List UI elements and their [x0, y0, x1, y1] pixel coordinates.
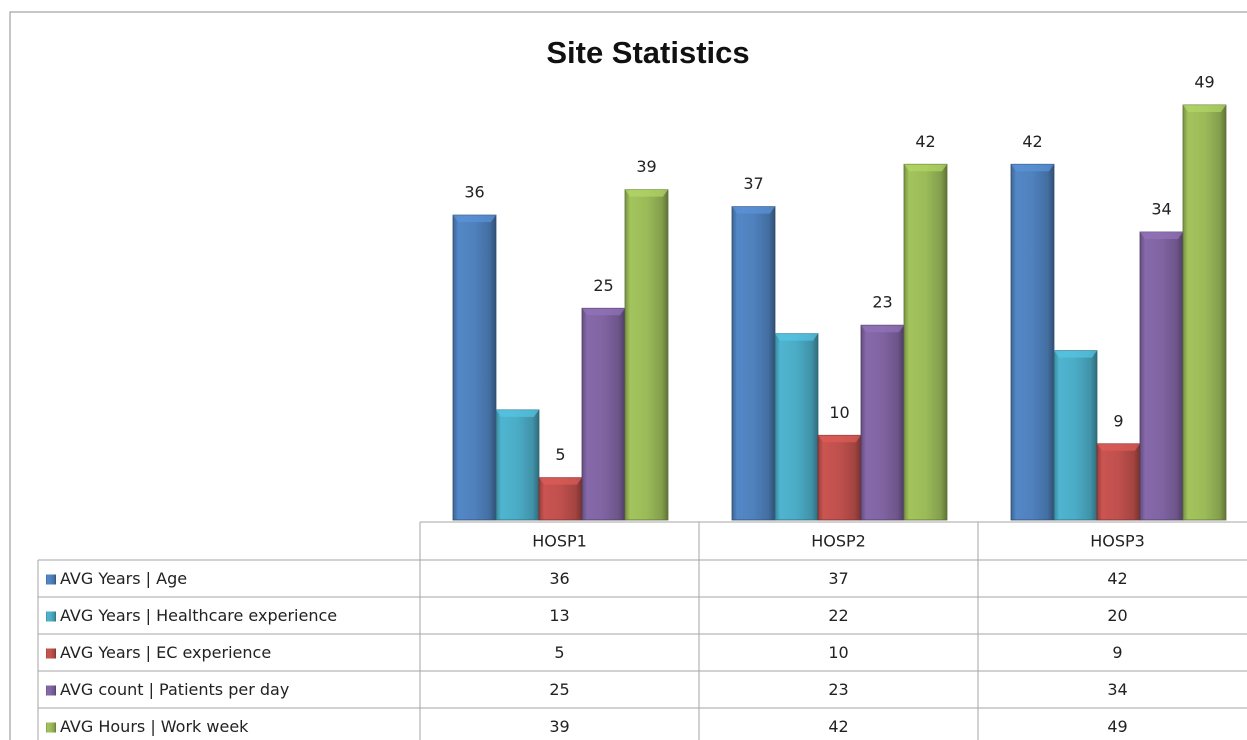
bar-bevel: [582, 308, 625, 316]
bar-bevel: [1140, 232, 1183, 240]
table-cell: 39: [549, 717, 569, 736]
bar-bevel: [732, 206, 775, 214]
legend-swatch: [46, 722, 56, 733]
bar-bevel: [539, 477, 582, 485]
bar: [731, 206, 776, 521]
legend-label: AVG count | Patients per day: [60, 680, 289, 699]
bar: [1139, 231, 1184, 521]
bar-bevel: [625, 189, 668, 197]
legend-swatch: [46, 685, 56, 696]
bar: [1096, 443, 1141, 521]
data-label: 23: [872, 293, 892, 312]
table-cell: 23: [828, 680, 848, 699]
bar-bevel: [861, 325, 904, 333]
data-label: 25: [593, 276, 613, 295]
data-label: 5: [555, 445, 565, 464]
x-tick-label: HOSP2: [811, 532, 866, 551]
bar-bevel: [1097, 443, 1140, 451]
data-label: 42: [1022, 132, 1042, 151]
legend-label: AVG Years | Age: [60, 569, 187, 588]
legend-label: AVG Hours | Work week: [60, 717, 249, 736]
table-cell: 5: [554, 643, 564, 662]
bar-bevel: [904, 164, 947, 172]
data-label: 9: [1113, 411, 1123, 430]
table-cell: 10: [828, 643, 848, 662]
table-cell: 22: [828, 606, 848, 625]
table-cell: 13: [549, 606, 569, 625]
bar-bevel: [453, 215, 496, 223]
x-tick-label: HOSP3: [1090, 532, 1145, 551]
bar: [538, 477, 583, 521]
x-tick-label: HOSP1: [532, 532, 587, 551]
data-label: 49: [1194, 72, 1214, 91]
data-label: 42: [915, 132, 935, 151]
bar: [903, 163, 948, 521]
legend-label: AVG Years | EC experience: [60, 643, 271, 662]
bar-bevel: [1183, 104, 1226, 112]
bar-bevel: [1054, 350, 1097, 358]
table-cell: 42: [1107, 569, 1127, 588]
legend-swatch: [46, 574, 56, 585]
bar: [817, 434, 862, 521]
bar-bevel: [775, 333, 818, 341]
data-label: 37: [743, 174, 763, 193]
data-label: 39: [636, 157, 656, 176]
table-cell: 42: [828, 717, 848, 736]
data-label: 10: [829, 403, 849, 422]
legend-label: AVG Years | Healthcare experience: [60, 606, 337, 625]
bar-bevel: [818, 435, 861, 443]
bar-bevel: [1011, 164, 1054, 172]
bar: [624, 189, 669, 521]
bar: [1182, 104, 1227, 521]
bar: [1010, 163, 1055, 521]
table-cell: 9: [1112, 643, 1122, 662]
table-cell: 37: [828, 569, 848, 588]
table-cell: 34: [1107, 680, 1127, 699]
legend-swatch: [46, 611, 56, 622]
bar: [860, 324, 905, 521]
legend-swatch: [46, 648, 56, 659]
bar: [452, 214, 497, 521]
table-cell: 36: [549, 569, 569, 588]
chart-title: Site Statistics: [546, 35, 749, 70]
table-cell: 20: [1107, 606, 1127, 625]
bar: [581, 307, 626, 521]
table-cell: 49: [1107, 717, 1127, 736]
bar-bevel: [496, 409, 539, 417]
bar: [1053, 350, 1098, 521]
data-label: 36: [464, 183, 484, 202]
table-cell: 25: [549, 680, 569, 699]
bar: [495, 409, 540, 521]
data-label: 34: [1151, 200, 1171, 219]
bar: [774, 333, 819, 521]
